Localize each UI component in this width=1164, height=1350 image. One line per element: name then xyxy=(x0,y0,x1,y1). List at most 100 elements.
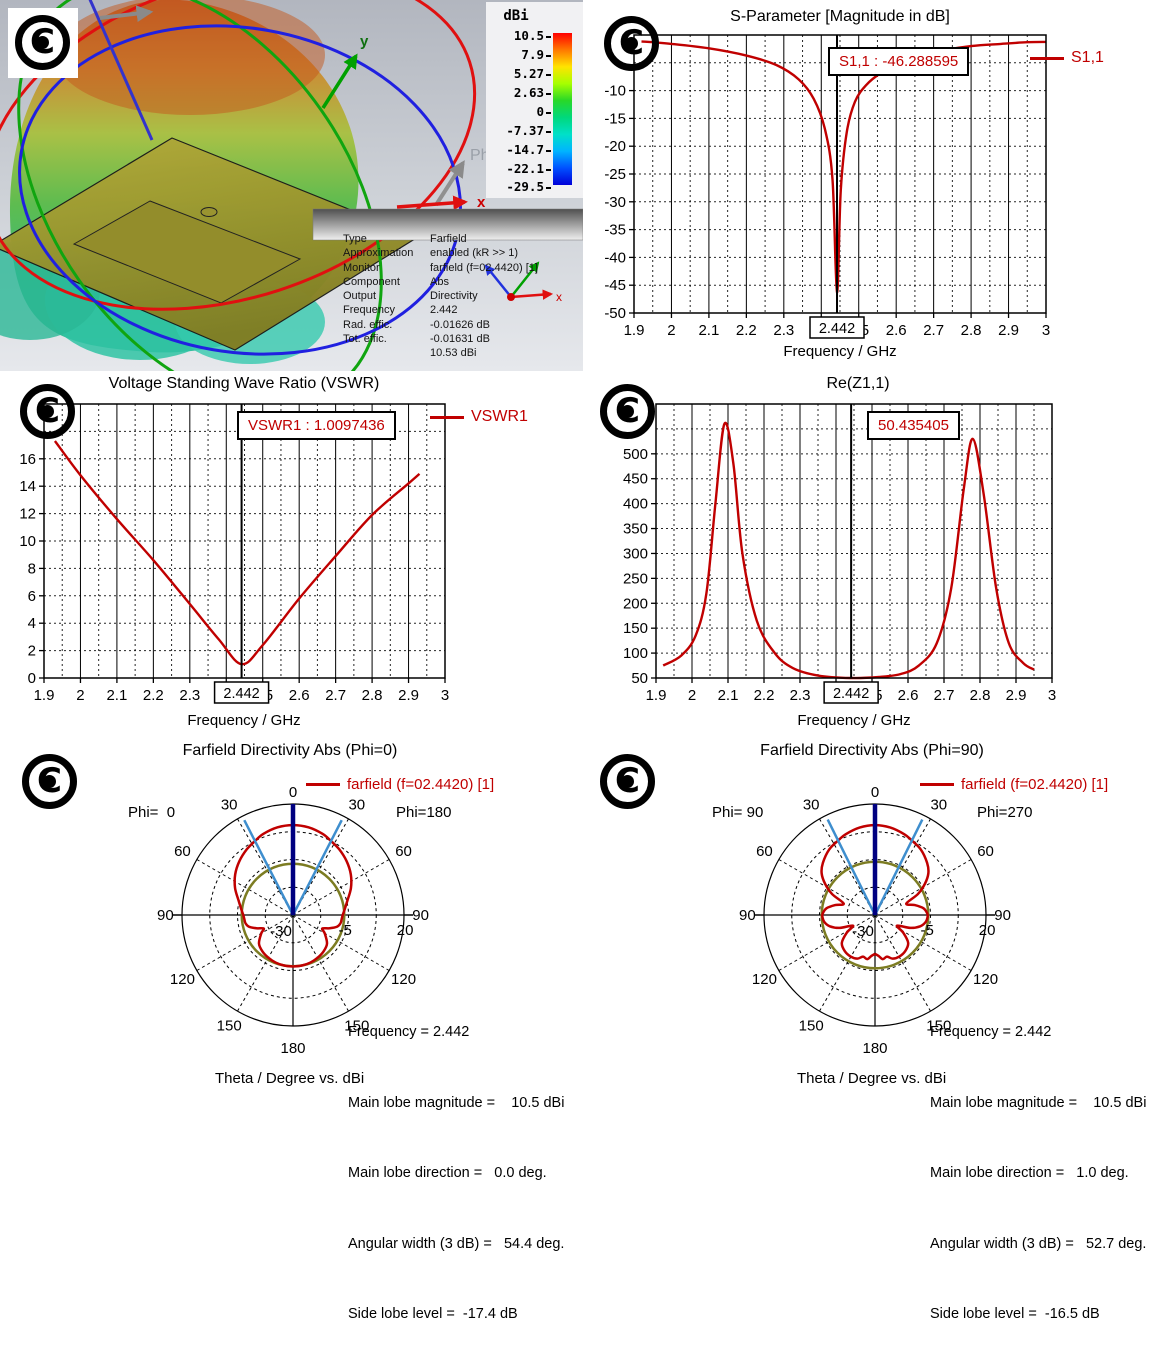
s-parameter-chart: 1.922.12.22.32.42.52.62.72.82.93-10-15-2… xyxy=(604,34,1050,339)
svg-text:4: 4 xyxy=(28,615,36,632)
svg-text:-30: -30 xyxy=(604,194,626,211)
svg-text:2.8: 2.8 xyxy=(961,322,982,339)
svg-text:150: 150 xyxy=(799,1018,824,1035)
colorbar-tick-label: 0 xyxy=(536,104,544,119)
colorbar-tick-label: 2.63 xyxy=(513,85,544,100)
svg-text:2.2: 2.2 xyxy=(143,687,164,704)
copyright-logo: C xyxy=(15,15,70,70)
podium-bar xyxy=(312,208,583,241)
stat-main-lobe-direction: Main lobe direction = 0.0 deg. xyxy=(348,1165,547,1181)
svg-text:2.3: 2.3 xyxy=(773,322,794,339)
svg-text:2.9: 2.9 xyxy=(1006,687,1027,704)
colorbar-tick-mark xyxy=(546,36,551,38)
colorbar-tick-mark xyxy=(546,131,551,133)
colorbar-tick-label: -29.5 xyxy=(506,179,544,194)
chart-title-sparam: S-Parameter [Magnitude in dB] xyxy=(730,8,950,25)
svg-text:2.7: 2.7 xyxy=(923,322,944,339)
svg-text:2: 2 xyxy=(28,643,36,660)
y-axis-arrow xyxy=(321,53,358,109)
colorbar-legend: dBi 10.5 7.9 5.27 2.63 0 -7.37 -14.7 -22.1 -29.5 xyxy=(486,2,583,198)
colorbar-tick-mark xyxy=(546,112,551,114)
svg-text:150: 150 xyxy=(623,620,648,637)
svg-text:-30: -30 xyxy=(270,923,292,940)
colorbar-tick-label: -14.7 xyxy=(506,142,544,157)
svg-text:2.3: 2.3 xyxy=(790,687,811,704)
svg-text:250: 250 xyxy=(623,570,648,587)
copyright-logo: C xyxy=(604,16,659,71)
svg-text:50: 50 xyxy=(631,670,648,687)
stat-main-lobe-direction: Main lobe direction = 1.0 deg. xyxy=(930,1165,1129,1181)
legend-line-sample xyxy=(306,783,340,786)
legend-polar-phi90: farfield (f=02.4420) [1] xyxy=(920,776,1108,793)
svg-text:60: 60 xyxy=(395,843,412,860)
svg-text:90: 90 xyxy=(739,907,756,924)
svg-text:-5: -5 xyxy=(338,922,351,939)
re-z11-chart: 1.922.12.22.32.42.52.62.72.82.9350045040… xyxy=(623,403,1056,704)
stat-main-lobe-magnitude: Main lobe magnitude = 10.5 dBi xyxy=(348,1094,565,1111)
svg-text:150: 150 xyxy=(344,1018,369,1035)
phi-right-label-phi0: Phi=180 xyxy=(396,804,452,821)
polar-axis-caption-phi0: Theta / Degree vs. dBi xyxy=(215,1070,365,1087)
phi-left-label-phi90: Phi= 90 xyxy=(712,804,764,821)
polar-chart-phi90: 0 30 30 60 60 90 90 120 120 150 150 180 -30 -5 20 xyxy=(739,784,1011,1057)
marker-annotation-rez: 50.435405 xyxy=(867,411,960,440)
svg-text:-45: -45 xyxy=(604,277,626,294)
svg-text:8: 8 xyxy=(28,560,36,577)
svg-text:90: 90 xyxy=(157,907,174,924)
svg-text:2.1: 2.1 xyxy=(106,687,127,704)
svg-text:2: 2 xyxy=(667,322,675,339)
farfield-info-row: Approximation enabled (kR >> 1) xyxy=(343,247,519,260)
legend-sparam: S1,1 xyxy=(1030,49,1104,67)
svg-text:20: 20 xyxy=(397,922,414,939)
colorbar-tick-mark xyxy=(546,93,551,95)
polar-axis-caption-phi90: Theta / Degree vs. dBi xyxy=(797,1070,947,1087)
svg-text:2.9: 2.9 xyxy=(998,322,1019,339)
svg-text:3: 3 xyxy=(441,687,449,704)
svg-text:1.9: 1.9 xyxy=(34,687,55,704)
legend-label: farfield (f=02.4420) [1] xyxy=(347,776,495,793)
stat-side-lobe-level: Side lobe level = -16.5 dB xyxy=(930,1306,1100,1322)
logo-dot xyxy=(36,36,49,49)
svg-text:2.442: 2.442 xyxy=(833,686,869,702)
theta-arrow xyxy=(99,5,154,22)
svg-text:2.6: 2.6 xyxy=(289,687,310,704)
copyright-logo: C xyxy=(600,384,655,439)
svg-text:300: 300 xyxy=(623,545,648,562)
stat-side-lobe-level: Side lobe level = -17.4 dB xyxy=(348,1306,518,1322)
svg-text:2.9: 2.9 xyxy=(398,687,419,704)
farfield-info-row: Frequency 2.442 xyxy=(343,304,458,317)
svg-text:-10: -10 xyxy=(604,83,626,100)
colorbar-tick-label: -7.37 xyxy=(506,123,544,138)
chart-title-rez: Re(Z1,1) xyxy=(826,375,890,392)
stat-frequency: Frequency = 2.442 xyxy=(930,1024,1052,1040)
svg-text:0: 0 xyxy=(289,784,297,801)
z-axis-line xyxy=(88,0,154,141)
svg-text:200: 200 xyxy=(623,595,648,612)
svg-text:2: 2 xyxy=(688,687,696,704)
svg-text:2.1: 2.1 xyxy=(698,322,719,339)
svg-text:2.8: 2.8 xyxy=(970,687,991,704)
svg-text:-50: -50 xyxy=(604,305,626,322)
svg-text:2.442: 2.442 xyxy=(819,321,855,337)
coordinate-triad: x xyxy=(484,261,562,304)
svg-text:2.3: 2.3 xyxy=(179,687,200,704)
colorbar-tick-mark xyxy=(546,169,551,171)
svg-text:450: 450 xyxy=(623,471,648,488)
svg-text:350: 350 xyxy=(623,521,648,538)
svg-text:10: 10 xyxy=(19,533,36,550)
svg-text:120: 120 xyxy=(973,971,998,988)
farfield-info-row: Tot. effic. -0.01631 dB xyxy=(343,333,490,346)
stat-angular-width: Angular width (3 dB) = 54.4 deg. xyxy=(348,1235,565,1252)
svg-text:-30: -30 xyxy=(852,923,874,940)
svg-text:100: 100 xyxy=(623,645,648,662)
colorbar-title: dBi xyxy=(503,8,529,24)
svg-text:2.6: 2.6 xyxy=(898,687,919,704)
svg-text:120: 120 xyxy=(391,971,416,988)
farfield-info-list: Type Farfield Approximation enabled (kR >> … xyxy=(343,232,581,361)
marker-annotation-sparam: S1,1 : -46.288595 xyxy=(828,47,970,76)
x-axis-label: x xyxy=(477,194,486,211)
svg-text:2.6: 2.6 xyxy=(886,322,907,339)
svg-text:-40: -40 xyxy=(604,249,626,266)
polar-stats-phi0: Frequency = 2.442 Main lobe magnitude = … xyxy=(348,974,564,1350)
svg-text:6: 6 xyxy=(28,588,36,605)
